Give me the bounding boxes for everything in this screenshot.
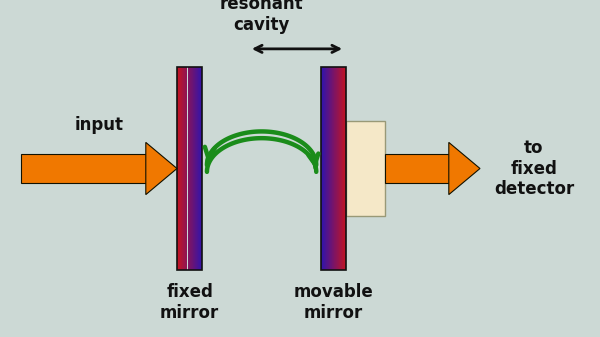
Text: fixed
mirror: fixed mirror [160,283,219,322]
Polygon shape [449,142,480,195]
Polygon shape [146,142,177,195]
Bar [177,67,202,270]
Bar [385,154,449,183]
Bar [321,67,346,270]
Text: to
fixed
detector: to fixed detector [494,139,574,198]
Text: resonant
cavity: resonant cavity [220,0,304,34]
Bar [21,154,146,183]
Text: movable
mirror: movable mirror [294,283,373,322]
Text: input: input [74,116,124,134]
Bar [346,121,385,216]
